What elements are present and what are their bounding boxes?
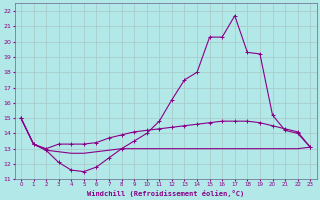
X-axis label: Windchill (Refroidissement éolien,°C): Windchill (Refroidissement éolien,°C) <box>87 190 244 197</box>
